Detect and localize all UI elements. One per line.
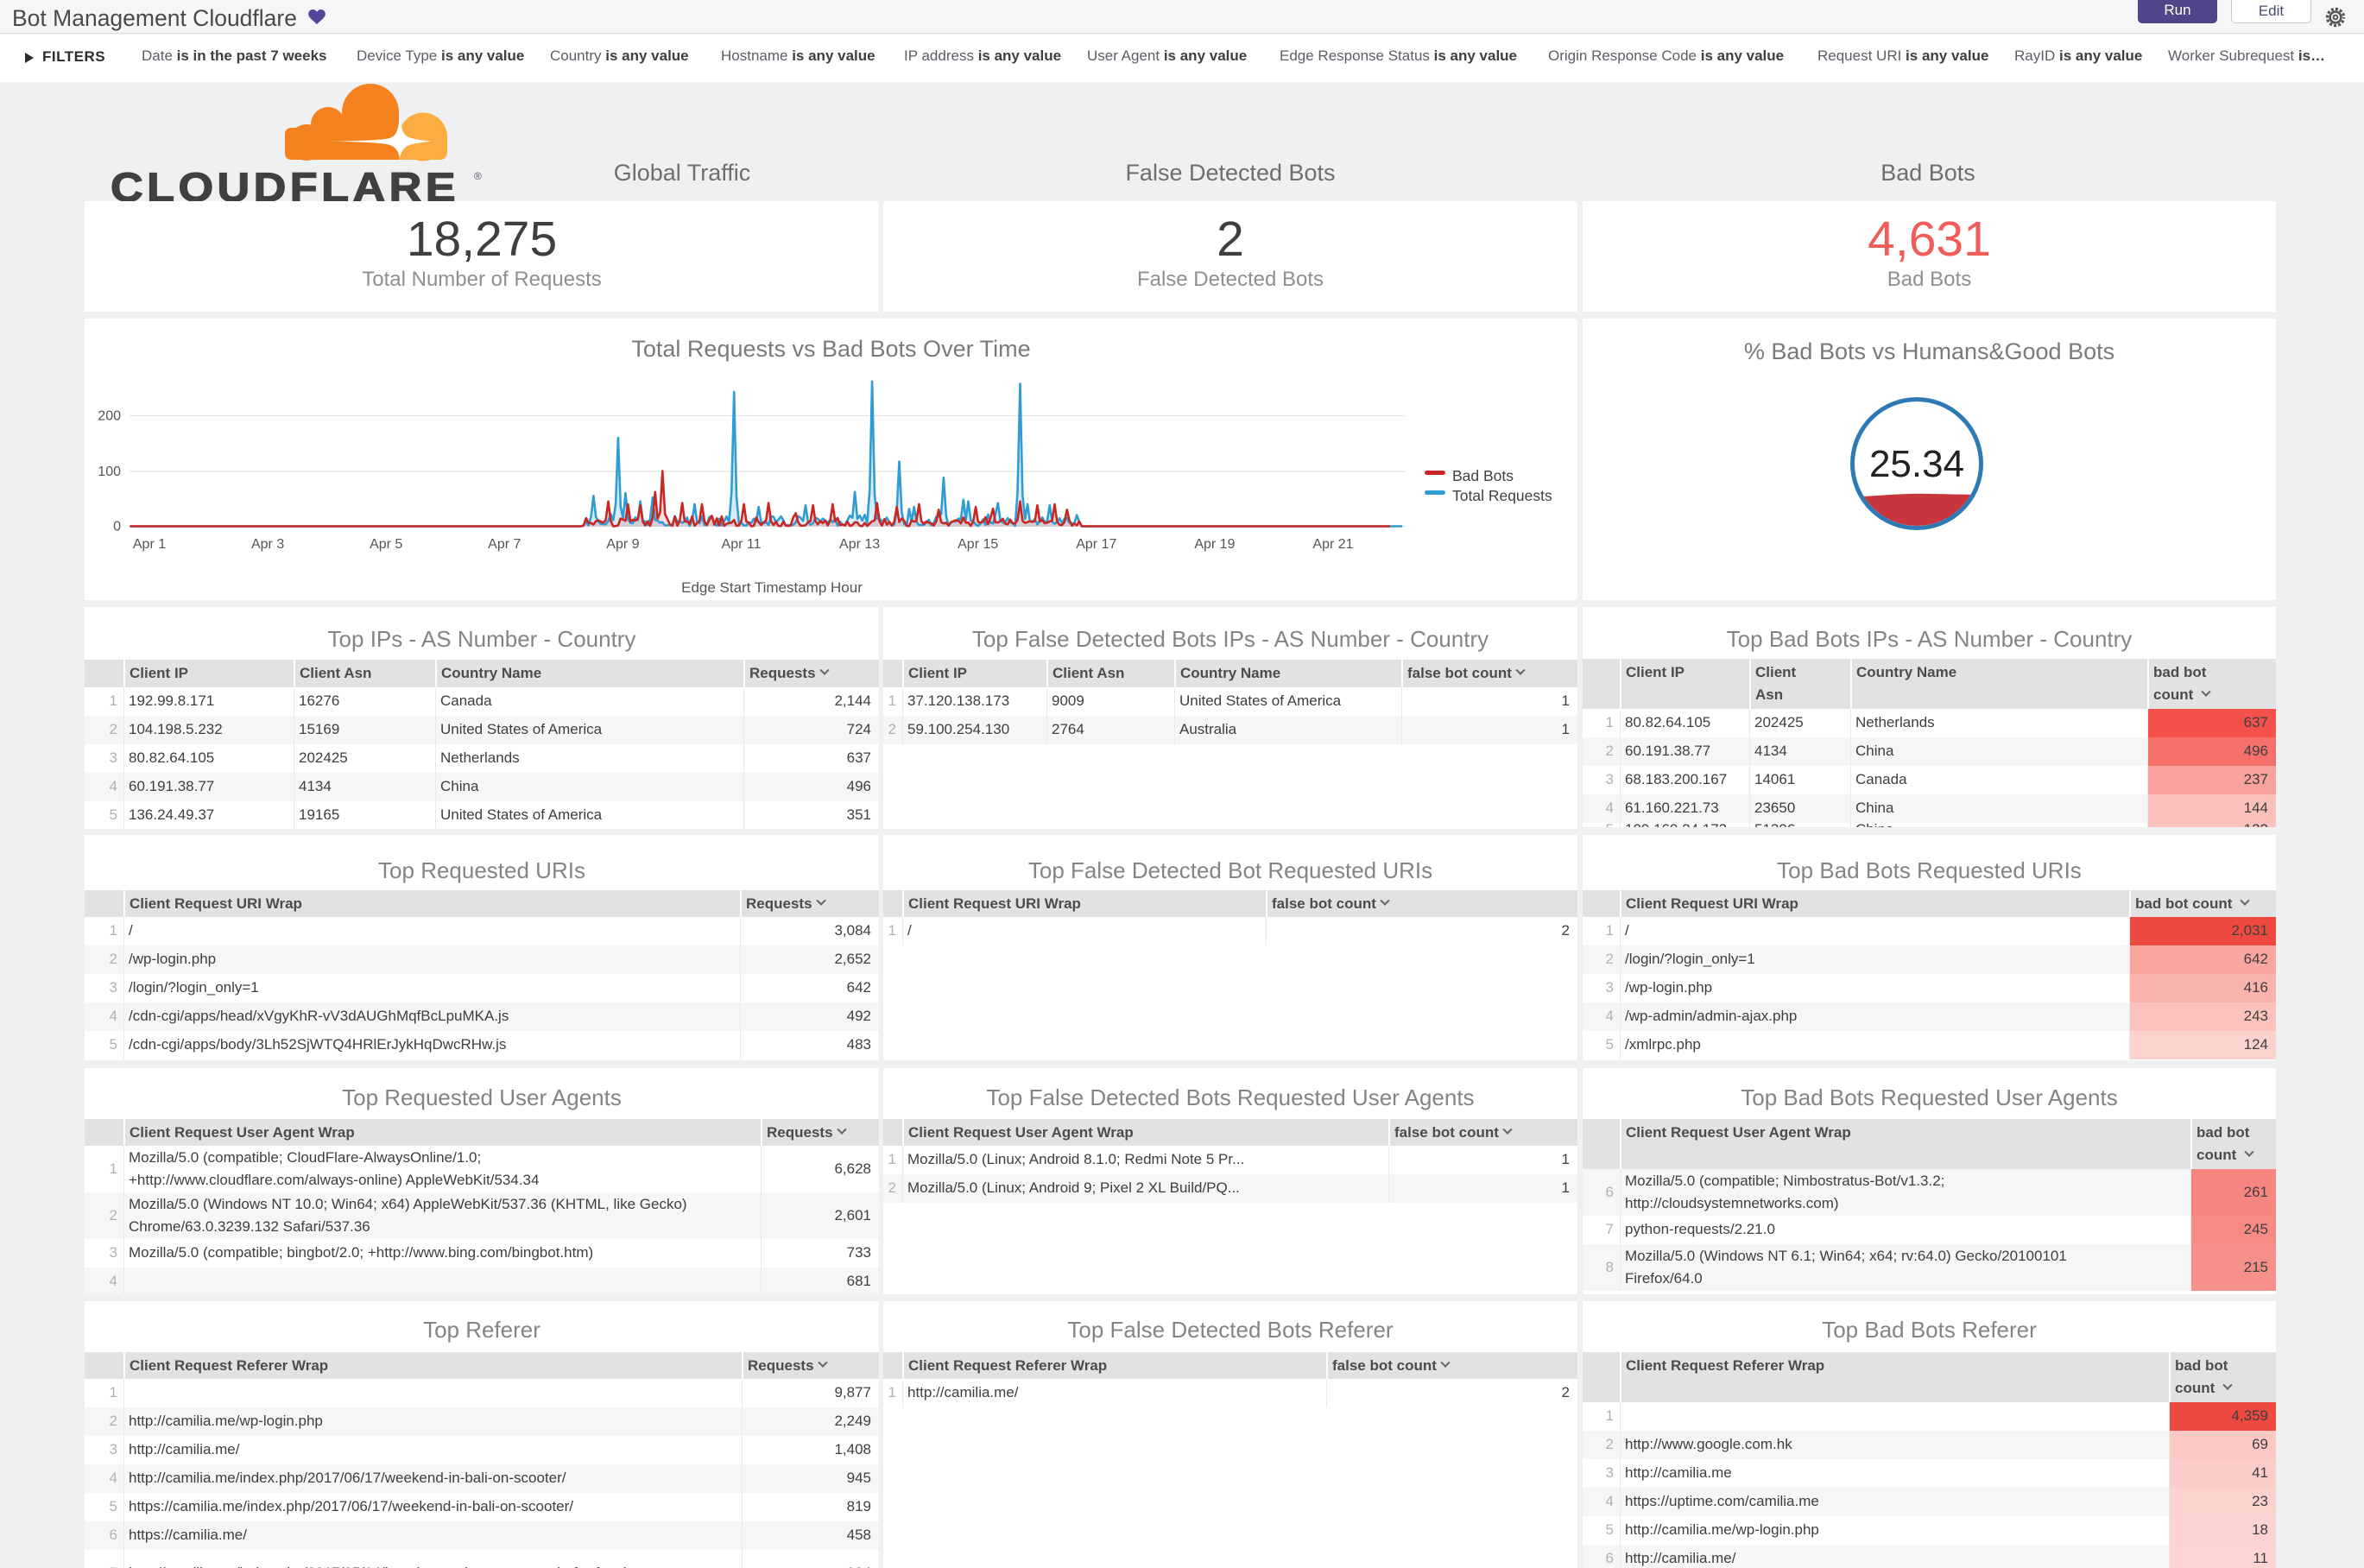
svg-text:Apr 9: Apr 9 <box>606 537 639 552</box>
svg-text:Apr 5: Apr 5 <box>370 537 402 552</box>
svg-text:200: 200 <box>98 409 121 424</box>
svg-text:Apr 3: Apr 3 <box>251 537 284 552</box>
svg-text:Apr 19: Apr 19 <box>1194 537 1235 552</box>
svg-text:100: 100 <box>98 465 121 479</box>
svg-text:0: 0 <box>113 520 121 534</box>
svg-text:Apr 15: Apr 15 <box>958 537 998 552</box>
svg-text:Total Requests: Total Requests <box>1452 487 1552 504</box>
svg-text:Apr 13: Apr 13 <box>839 537 880 552</box>
svg-text:®: ® <box>474 170 482 182</box>
svg-text:Apr 7: Apr 7 <box>488 537 521 552</box>
svg-text:Apr 11: Apr 11 <box>722 537 762 552</box>
svg-text:Edge Start Timestamp Hour: Edge Start Timestamp Hour <box>681 579 863 596</box>
svg-text:Apr 17: Apr 17 <box>1076 537 1116 552</box>
svg-text:Apr 21: Apr 21 <box>1312 537 1353 552</box>
svg-text:25.34: 25.34 <box>1869 443 1964 485</box>
svg-text:Bad Bots: Bad Bots <box>1452 467 1514 484</box>
svg-text:Apr 1: Apr 1 <box>133 537 166 552</box>
